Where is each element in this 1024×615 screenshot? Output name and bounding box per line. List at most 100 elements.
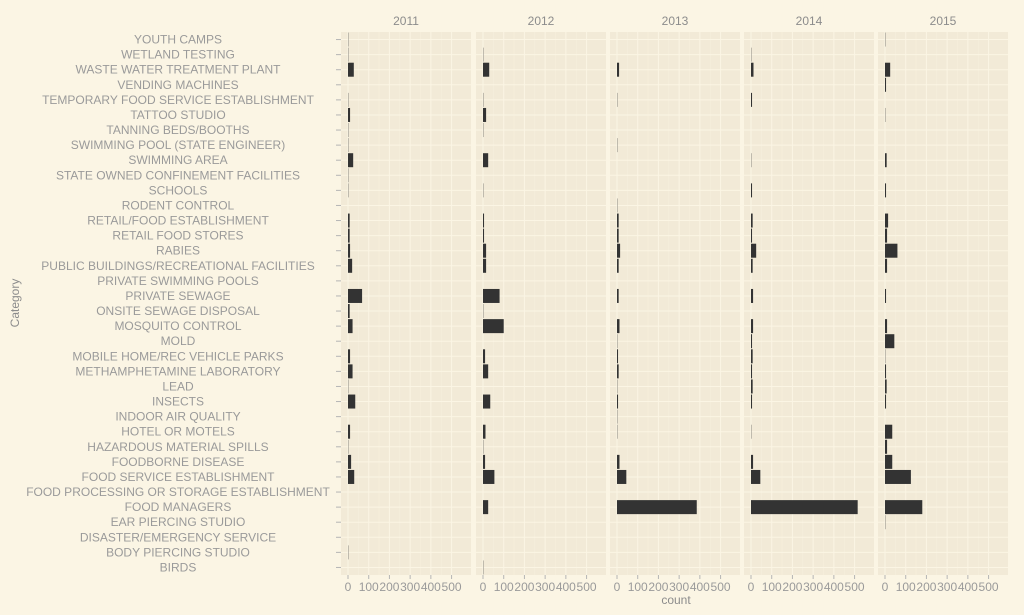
bar [348, 228, 350, 243]
category-label: FOODBORNE DISEASE [112, 455, 245, 469]
facet-strip-label: 2013 [662, 14, 689, 28]
bar [885, 500, 923, 515]
x-tick-label: 100 [896, 580, 916, 594]
bar [348, 138, 349, 153]
x-tick-label: 500 [711, 580, 731, 594]
category-label: RODENT CONTROL [122, 198, 235, 212]
facet-strip-label: 2011 [393, 14, 419, 28]
x-tick-label: 100 [762, 580, 782, 594]
bar [617, 379, 618, 394]
bar [885, 424, 893, 439]
bar [885, 32, 886, 47]
facet-strip-label: 2012 [528, 14, 555, 28]
x-tick-label: 400 [824, 580, 844, 594]
bar [348, 47, 349, 62]
bar [617, 364, 619, 379]
bar [348, 153, 354, 168]
bar [348, 439, 349, 454]
x-tick-label: 200 [648, 580, 668, 594]
category-label: HAZARDOUS MATERIAL SPILLS [87, 440, 268, 454]
category-label: MOBILE HOME/REC VEHICLE PARKS [72, 349, 283, 363]
bar [483, 304, 484, 319]
bar [751, 258, 753, 273]
bar [617, 424, 618, 439]
bar [617, 334, 618, 349]
bar [348, 394, 356, 409]
panel-background [476, 32, 606, 575]
bar [348, 92, 349, 107]
y-axis-title: Category [8, 279, 22, 328]
category-label: TEMPORARY FOOD SERVICE ESTABLISHMENT [42, 93, 315, 107]
bar [348, 454, 352, 469]
facet-strip [610, 12, 740, 30]
category-label: PUBLIC BUILDINGS/RECREATIONAL FACILITIES [41, 259, 314, 273]
category-label: BODY PIERCING STUDIO [106, 545, 250, 559]
bar [617, 349, 619, 364]
bar [348, 288, 363, 303]
bar [751, 62, 754, 77]
category-label: MOSQUITO CONTROL [114, 319, 241, 333]
category-label: PRIVATE SWIMMING POOLS [97, 274, 259, 288]
bar [751, 228, 753, 243]
x-tick-label: 300 [669, 580, 689, 594]
category-label: FOOD PROCESSING OR STORAGE ESTABLISHMENT [26, 485, 330, 499]
bar [617, 92, 618, 107]
x-tick-label: 400 [690, 580, 710, 594]
bar [751, 243, 757, 258]
x-tick-label: 400 [958, 580, 978, 594]
bar [885, 515, 886, 530]
x-tick-label: 100 [494, 580, 514, 594]
bar [483, 319, 504, 334]
bar [348, 304, 350, 319]
panel-background [341, 32, 471, 575]
bar [885, 364, 887, 379]
bar [617, 288, 619, 303]
bar [751, 469, 761, 484]
category-label: YOUTH CAMPS [134, 33, 222, 47]
facet-panel-2015: 2015 0 100 200 300 400 500 [878, 12, 1008, 594]
facet-panel-2011: 2011 0 100 200 300 400 500 [341, 12, 471, 594]
category-label: DISASTER/EMERGENCY SERVICE [80, 530, 276, 544]
category-label: STATE OWNED CONFINEMENT FACILITIES [56, 168, 300, 182]
bar [885, 439, 888, 454]
bar [348, 243, 351, 258]
bar [483, 153, 489, 168]
category-label: WASTE WATER TREATMENT PLANT [76, 63, 282, 77]
x-tick-label: 0 [480, 580, 487, 594]
category-label: VENDING MACHINES [117, 78, 238, 92]
category-label: RETAIL/FOOD ESTABLISHMENT [87, 214, 269, 228]
category-label: SWIMMING AREA [128, 153, 227, 167]
x-tick-label: 300 [400, 580, 420, 594]
bar [348, 62, 354, 77]
bar [751, 47, 752, 62]
category-label: INDOOR AIR QUALITY [115, 410, 240, 424]
bar [751, 319, 754, 334]
category-label: WETLAND TESTING [121, 48, 235, 62]
bar [751, 288, 754, 303]
bar [348, 107, 351, 122]
bar [348, 379, 349, 394]
bar [751, 153, 752, 168]
bar [483, 183, 484, 198]
bar [885, 107, 886, 122]
bar [885, 213, 889, 228]
bar [483, 62, 490, 77]
bar [751, 92, 753, 107]
bar [483, 500, 489, 515]
bar [483, 560, 484, 575]
bar [348, 349, 351, 364]
x-tick-label: 300 [937, 580, 957, 594]
bar [617, 62, 620, 77]
x-tick-label: 500 [577, 580, 597, 594]
bar [617, 500, 697, 515]
category-label: INSECTS [152, 395, 204, 409]
category-label: HOTEL OR MOTELS [121, 425, 235, 439]
facet-strip [476, 12, 606, 30]
x-tick-label: 500 [442, 580, 462, 594]
bar [885, 258, 888, 273]
bar [751, 500, 858, 515]
bar [348, 364, 353, 379]
